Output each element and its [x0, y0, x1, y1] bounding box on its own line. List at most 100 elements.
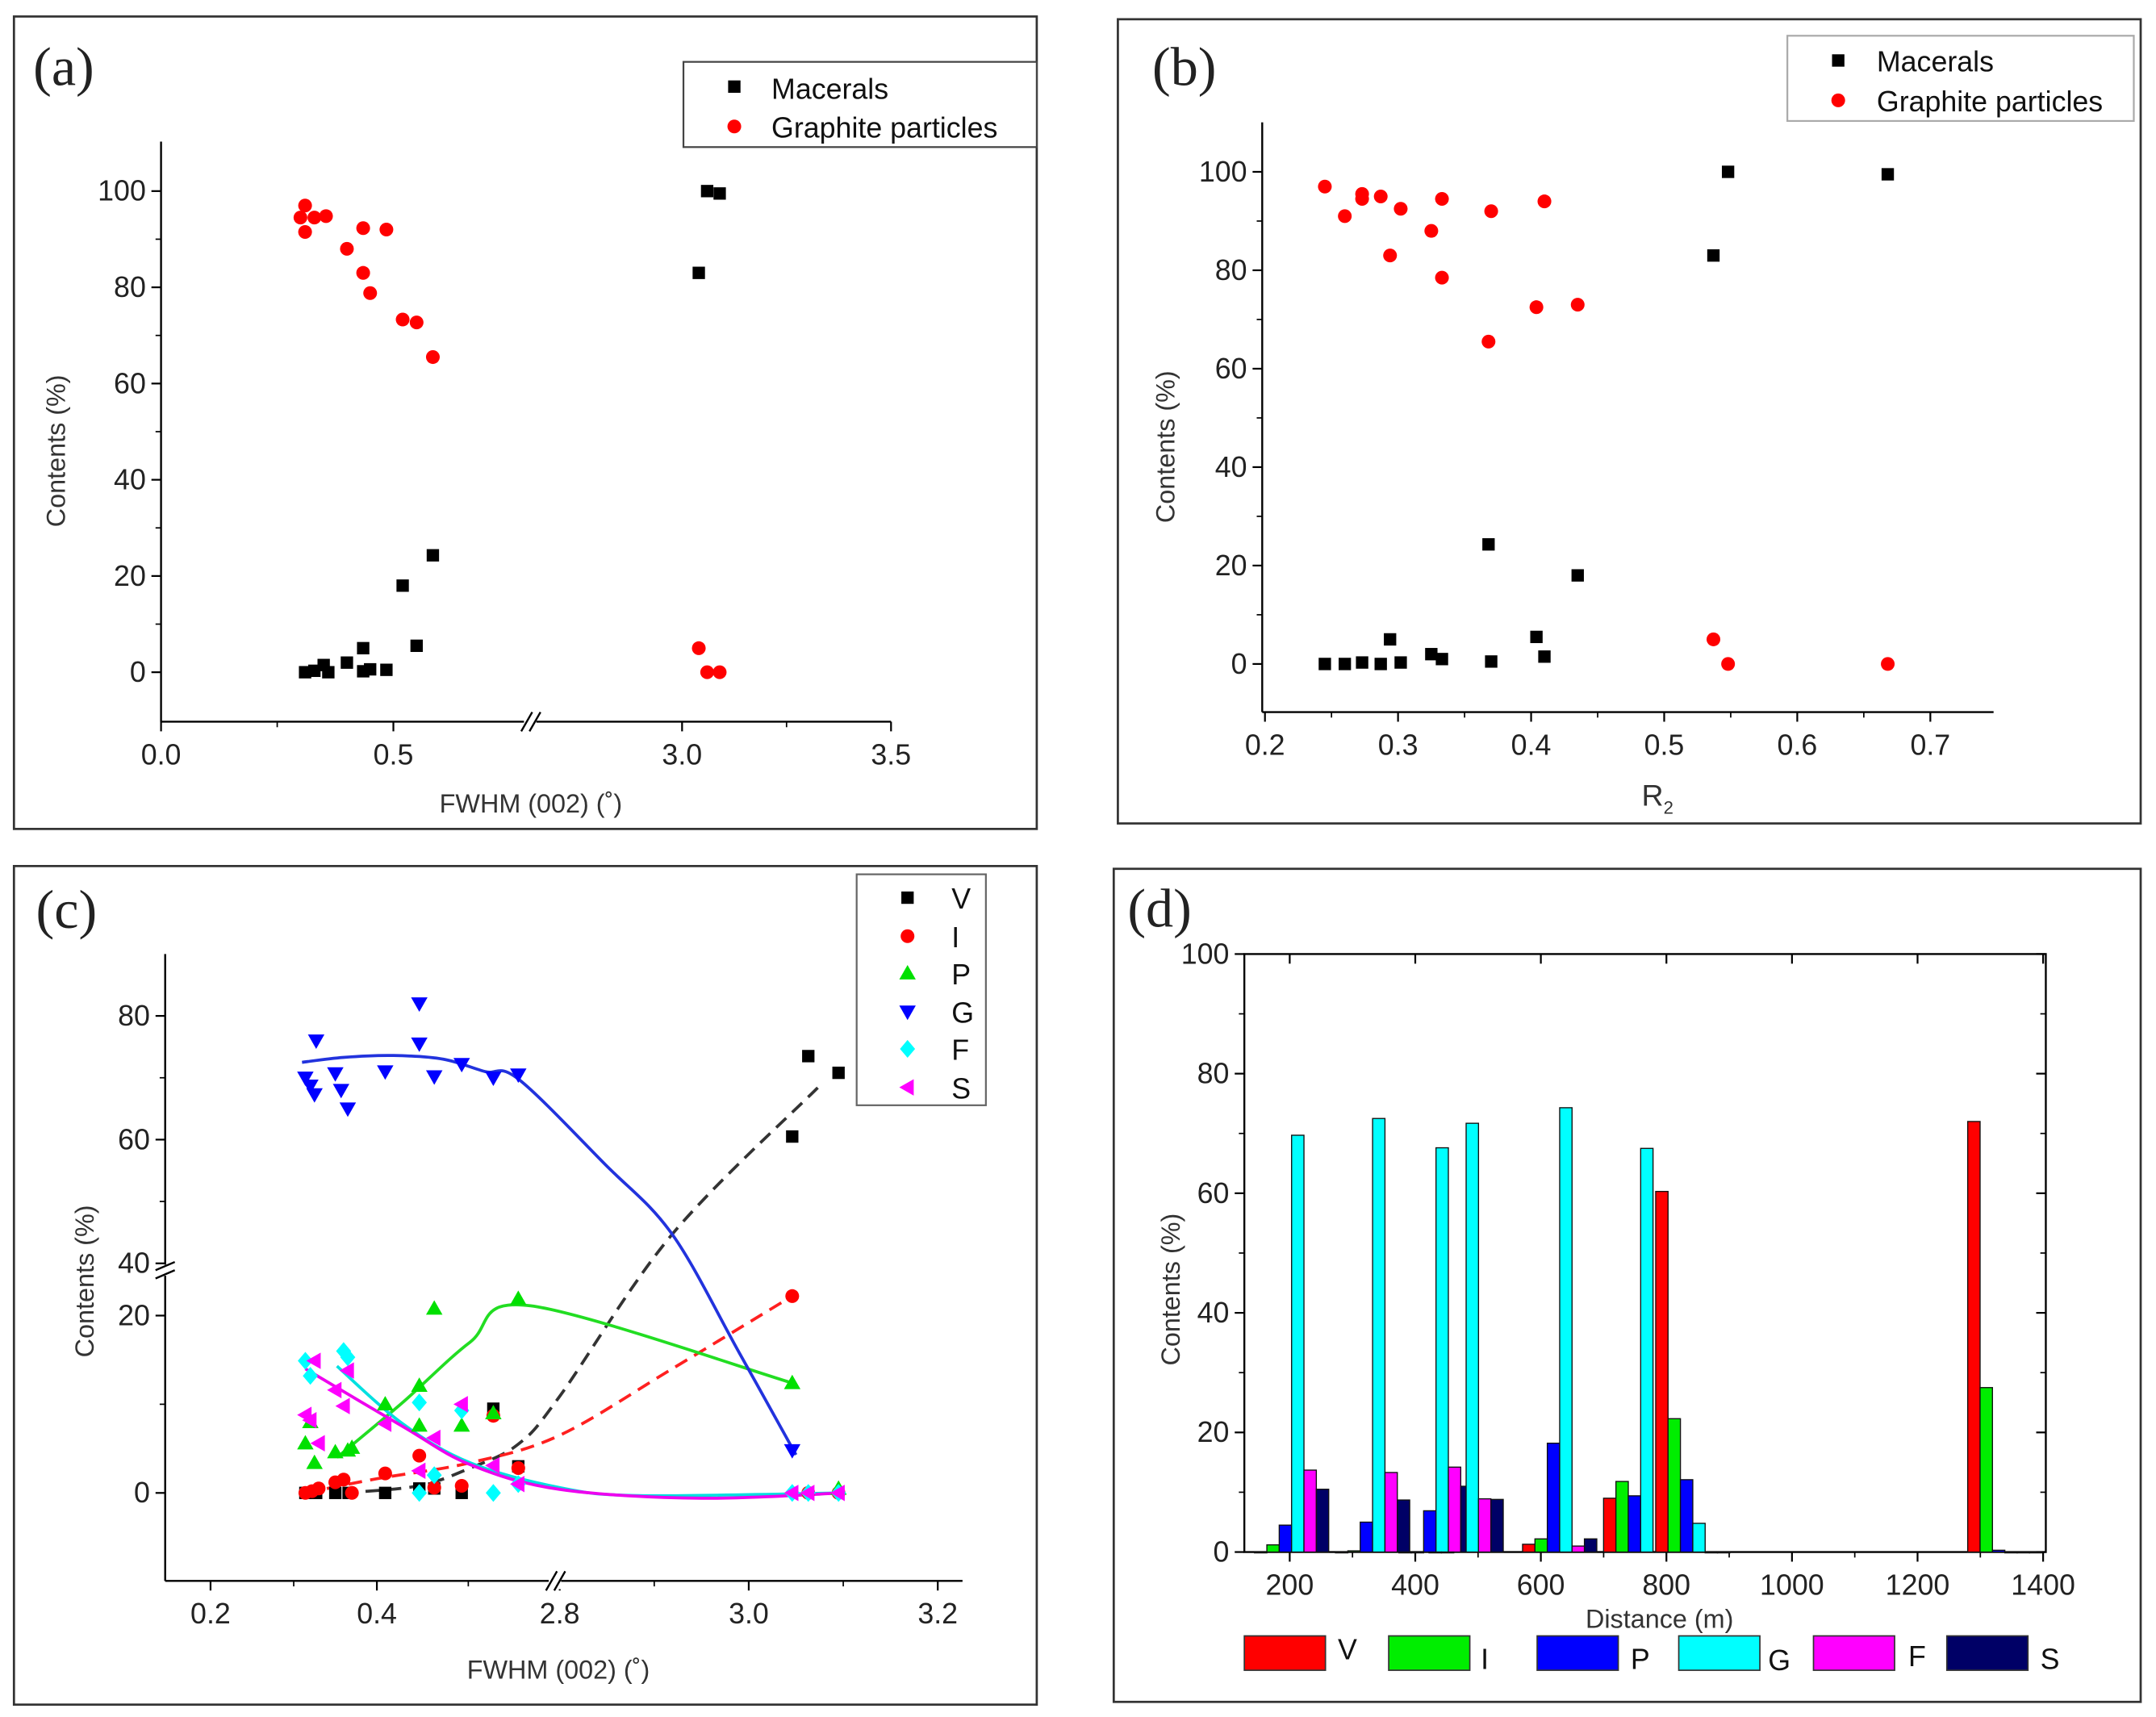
- series-graphite-particles: [293, 198, 727, 679]
- data-point: [377, 1415, 392, 1432]
- x-tick-label: 0.2: [190, 1598, 231, 1630]
- x-tick-label: 0.0: [141, 738, 182, 771]
- legend-label-graphite: Graphite particles: [771, 111, 997, 144]
- data-point: [343, 1439, 361, 1454]
- legend-label-p: P: [1631, 1643, 1650, 1675]
- legend: [1243, 1635, 2029, 1671]
- axis-break-mark: [155, 1260, 176, 1280]
- data-point: [1484, 204, 1498, 219]
- bar-f: [1704, 1551, 1719, 1554]
- data-point: [510, 1290, 527, 1306]
- y-tick-label: 80: [1197, 1058, 1230, 1090]
- series-macerals: [1318, 165, 1895, 671]
- legend-marker-g: [899, 1005, 916, 1021]
- data-point: [454, 1478, 469, 1493]
- bar-f: [1384, 1472, 1398, 1553]
- data-point: [311, 1481, 326, 1496]
- y-tick-label: 40: [1215, 451, 1247, 483]
- data-point: [485, 1456, 500, 1474]
- data-point: [302, 1080, 319, 1094]
- legend-label-p: P: [951, 959, 971, 991]
- x-tick-label: 3.0: [662, 738, 702, 771]
- y-tick-label: 40: [1197, 1297, 1230, 1329]
- data-point: [345, 1485, 359, 1500]
- legend-swatch-f: [1812, 1635, 1895, 1671]
- data-point: [378, 1466, 392, 1481]
- data-point: [713, 187, 726, 200]
- data-point: [1707, 249, 1720, 262]
- data-point: [327, 1067, 344, 1082]
- panel-c-label: (c): [36, 879, 98, 940]
- data-point: [411, 1462, 426, 1480]
- data-point: [700, 185, 714, 198]
- y-tick-label: 100: [98, 175, 146, 207]
- data-point: [332, 1084, 349, 1099]
- data-point: [327, 1443, 344, 1459]
- legend-marker-i: [900, 929, 915, 943]
- panel-c-y-axis-label: Contents (%): [70, 1205, 99, 1357]
- data-point: [485, 1072, 502, 1086]
- data-point: [340, 1348, 356, 1367]
- fit-curve-i: [305, 1294, 793, 1495]
- data-point: [802, 1050, 815, 1063]
- panel-b-frame: [1117, 18, 2142, 825]
- bar-v: [1655, 1190, 1669, 1553]
- data-point: [1538, 650, 1551, 663]
- panel-c-frame: [12, 865, 1038, 1707]
- data-point: [298, 224, 312, 240]
- data-point: [1318, 179, 1332, 194]
- legend-label-macerals: Macerals: [771, 73, 888, 106]
- data-point: [303, 1367, 318, 1385]
- legend-marker-macerals: [728, 80, 741, 94]
- legend-label-graphite: Graphite particles: [1877, 86, 2103, 118]
- data-point: [1721, 657, 1736, 671]
- y-tick-label: 20: [1215, 549, 1247, 582]
- x-tick-label: 3.0: [729, 1598, 769, 1630]
- bar-s: [1716, 1551, 1731, 1554]
- data-point: [336, 1473, 351, 1487]
- y-tick-label: 100: [1181, 938, 1230, 970]
- x-tick-label: 0.2: [1245, 729, 1285, 761]
- bar-v: [1966, 1121, 1981, 1553]
- axis-break-stroke: [553, 1570, 566, 1591]
- data-point: [306, 1352, 321, 1369]
- legend-marker-graphite-particles: [727, 119, 742, 134]
- data-point: [425, 350, 440, 365]
- x-tick-label: 3.2: [917, 1598, 958, 1630]
- legend-marker-s: [899, 1079, 914, 1096]
- data-point: [832, 1066, 845, 1080]
- legend-label-v: V: [1338, 1633, 1357, 1665]
- series-g: [297, 997, 801, 1459]
- panel-c-x-axis-label: FWHM (002) (˚): [467, 1655, 650, 1684]
- legend-label-i: I: [1481, 1643, 1489, 1675]
- x-tick-label: 1400: [2011, 1569, 2075, 1601]
- bar-v: [1254, 1551, 1268, 1554]
- data-point: [319, 209, 333, 224]
- data-point: [411, 997, 428, 1012]
- x-tick-label: 0.6: [1778, 729, 1818, 761]
- axis-break-stroke: [529, 711, 541, 732]
- data-point: [1537, 194, 1552, 209]
- axes: 0.0 0.5 3.0 3.5 0 20 40 60 80 100: [98, 141, 911, 771]
- y-tick-label: 40: [114, 464, 146, 496]
- data-point: [364, 662, 377, 676]
- data-point: [307, 211, 322, 225]
- panel-b: (b) Macerals Graphite particles Contents…: [1117, 18, 2142, 825]
- legend-swatch-i: [1388, 1635, 1471, 1671]
- data-point: [411, 1377, 428, 1392]
- data-point: [426, 549, 440, 562]
- legend-swatch-g: [1678, 1635, 1761, 1671]
- data-point: [378, 1486, 392, 1499]
- x-tick-label: 1200: [1886, 1569, 1950, 1601]
- data-point: [411, 1417, 428, 1432]
- y-tick-label: 80: [1215, 254, 1247, 286]
- panel-a-x-axis-label: FWHM (002) (˚): [440, 789, 622, 818]
- data-point: [298, 198, 312, 213]
- bar-v: [1428, 1551, 1443, 1554]
- data-point: [453, 1058, 470, 1073]
- fit-curve-f: [336, 1364, 844, 1498]
- data-point: [339, 1102, 357, 1118]
- data-point: [297, 1072, 314, 1086]
- bar-i: [1410, 1551, 1425, 1554]
- data-point: [1435, 653, 1448, 666]
